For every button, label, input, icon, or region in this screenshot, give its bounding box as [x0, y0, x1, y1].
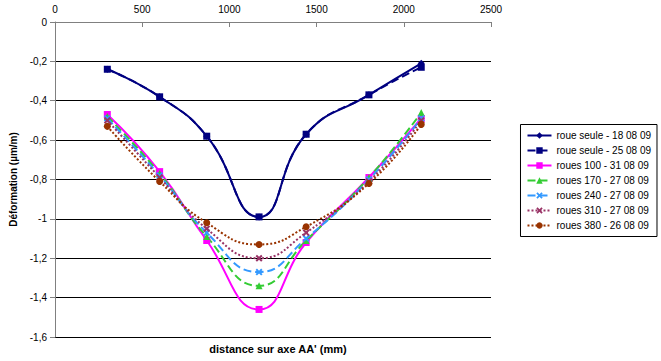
svg-text:0: 0	[41, 17, 47, 28]
svg-text:roue seule - 18 08 09: roue seule - 18 08 09	[556, 130, 651, 141]
svg-text:roues 240 - 27 08 09: roues 240 - 27 08 09	[556, 190, 649, 201]
svg-text:500: 500	[134, 4, 151, 15]
svg-text:1500: 1500	[305, 4, 328, 15]
svg-text:-1,2: -1,2	[30, 253, 48, 264]
svg-text:-0,6: -0,6	[30, 135, 48, 146]
svg-text:-1,6: -1,6	[30, 332, 48, 343]
svg-text:roues 100 - 31 08 09: roues 100 - 31 08 09	[556, 160, 649, 171]
svg-text:-1: -1	[38, 213, 47, 224]
svg-text:roues 380 - 26 08 09: roues 380 - 26 08 09	[556, 220, 649, 231]
svg-text:distance sur axe AA' (mm): distance sur axe AA' (mm)	[209, 343, 347, 355]
svg-text:2500: 2500	[480, 4, 503, 15]
svg-text:roue seule - 25 08 09: roue seule - 25 08 09	[556, 145, 651, 156]
svg-text:0: 0	[52, 4, 58, 15]
svg-text:2000: 2000	[393, 4, 416, 15]
svg-text:roues 170 - 27 08 09: roues 170 - 27 08 09	[556, 175, 649, 186]
svg-text:-0,4: -0,4	[30, 95, 48, 106]
svg-text:-1,4: -1,4	[30, 292, 48, 303]
svg-text:roues 310 - 27 08 09: roues 310 - 27 08 09	[556, 205, 649, 216]
svg-text:-0,2: -0,2	[30, 56, 48, 67]
svg-text:Déformation (µm/m): Déformation (µm/m)	[8, 132, 19, 227]
svg-text:1000: 1000	[218, 4, 241, 15]
svg-text:-0,8: -0,8	[30, 174, 48, 185]
